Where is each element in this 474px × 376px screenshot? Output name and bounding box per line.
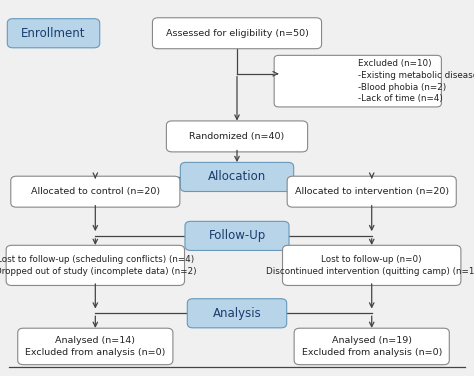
Text: Lost to follow-up (n=0)
Discontinued intervention (quitting camp) (n=1): Lost to follow-up (n=0) Discontinued int…: [266, 255, 474, 276]
Text: Assessed for eligibility (n=50): Assessed for eligibility (n=50): [165, 29, 309, 38]
Text: Analysed (n=14)
Excluded from analysis (n=0): Analysed (n=14) Excluded from analysis (…: [25, 336, 165, 357]
Text: Excluded (n=10)
-Existing metabolic disease (n=4)
-Blood phobia (n=2)
-Lack of t: Excluded (n=10) -Existing metabolic dise…: [358, 59, 474, 103]
FancyBboxPatch shape: [294, 328, 449, 365]
FancyBboxPatch shape: [180, 162, 294, 191]
Text: Enrollment: Enrollment: [21, 27, 86, 40]
FancyBboxPatch shape: [187, 299, 287, 328]
FancyBboxPatch shape: [18, 328, 173, 365]
FancyBboxPatch shape: [287, 176, 456, 207]
FancyBboxPatch shape: [283, 245, 461, 285]
FancyBboxPatch shape: [274, 55, 441, 107]
Text: Follow-Up: Follow-Up: [209, 229, 265, 243]
FancyBboxPatch shape: [166, 121, 308, 152]
Text: Allocation: Allocation: [208, 170, 266, 183]
Text: Lost to follow-up (scheduling conflicts) (n=4)
Dropped out of study (incomplete : Lost to follow-up (scheduling conflicts)…: [0, 255, 196, 276]
FancyBboxPatch shape: [6, 245, 184, 285]
Text: Analysis: Analysis: [213, 307, 261, 320]
FancyBboxPatch shape: [185, 221, 289, 250]
FancyBboxPatch shape: [7, 19, 100, 48]
FancyBboxPatch shape: [153, 18, 321, 49]
Text: Randomized (n=40): Randomized (n=40): [190, 132, 284, 141]
FancyBboxPatch shape: [11, 176, 180, 207]
Text: Analysed (n=19)
Excluded from analysis (n=0): Analysed (n=19) Excluded from analysis (…: [301, 336, 442, 357]
Text: Allocated to intervention (n=20): Allocated to intervention (n=20): [295, 187, 449, 196]
Text: Allocated to control (n=20): Allocated to control (n=20): [31, 187, 160, 196]
